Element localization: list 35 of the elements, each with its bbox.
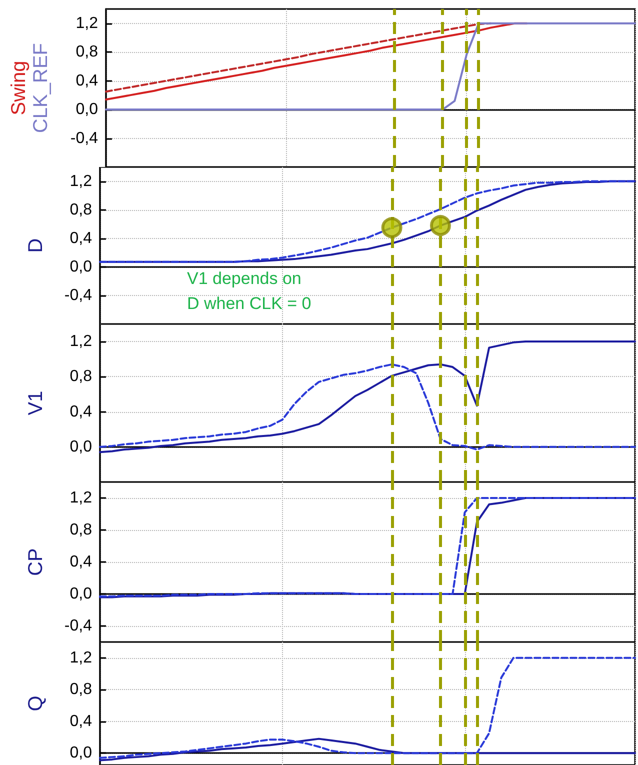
y-tick-label: 1,2 (70, 172, 92, 190)
y-tick-label: 0,0 (70, 438, 92, 456)
y-tick-label: 0,4 (70, 712, 92, 730)
y-tick-label: 0,8 (70, 681, 92, 698)
text: Swing (8, 60, 30, 116)
line-series (99, 738, 636, 762)
y-tick-label: 0,0 (70, 744, 92, 762)
y-tick-label: 1,2 (76, 14, 98, 32)
y-axis-title: D (25, 238, 47, 253)
y-tick-label: 0,8 (76, 44, 98, 61)
y-tick-label: 0,4 (76, 72, 98, 90)
y-tick-label: 0,4 (70, 230, 92, 247)
y-tick-label: 0,4 (70, 403, 92, 420)
y-tick-label: 1,2 (70, 490, 92, 506)
y-tick-label: 0,0 (76, 101, 98, 118)
y-tick-label: -0,4 (70, 130, 98, 147)
y-axis-title: V1 (25, 390, 47, 416)
y-tick-label: 0,0 (70, 258, 92, 276)
line-series (105, 22, 636, 111)
y-tick-label: -0,4 (64, 618, 92, 634)
y-tick-label: 0,0 (70, 586, 92, 602)
y-tick-label: 0,8 (70, 201, 92, 218)
y-tick-label: 0,8 (70, 368, 92, 386)
y-axis-title: CP (25, 548, 47, 576)
y-tick-label: -0,4 (64, 286, 92, 304)
y-tick-label: 1,2 (70, 649, 92, 666)
line-series (99, 363, 636, 451)
y-axis-title: Q (25, 696, 47, 712)
line-series (99, 656, 636, 759)
y-tick-label: 0,8 (70, 522, 92, 538)
y-tick-label: 1,2 (70, 333, 92, 350)
annotation: V1 depends on D when CLK = 0 (187, 269, 312, 313)
text: CLK_REF (30, 42, 52, 134)
line-series (99, 340, 636, 454)
y-tick-label: 0,4 (70, 554, 92, 570)
